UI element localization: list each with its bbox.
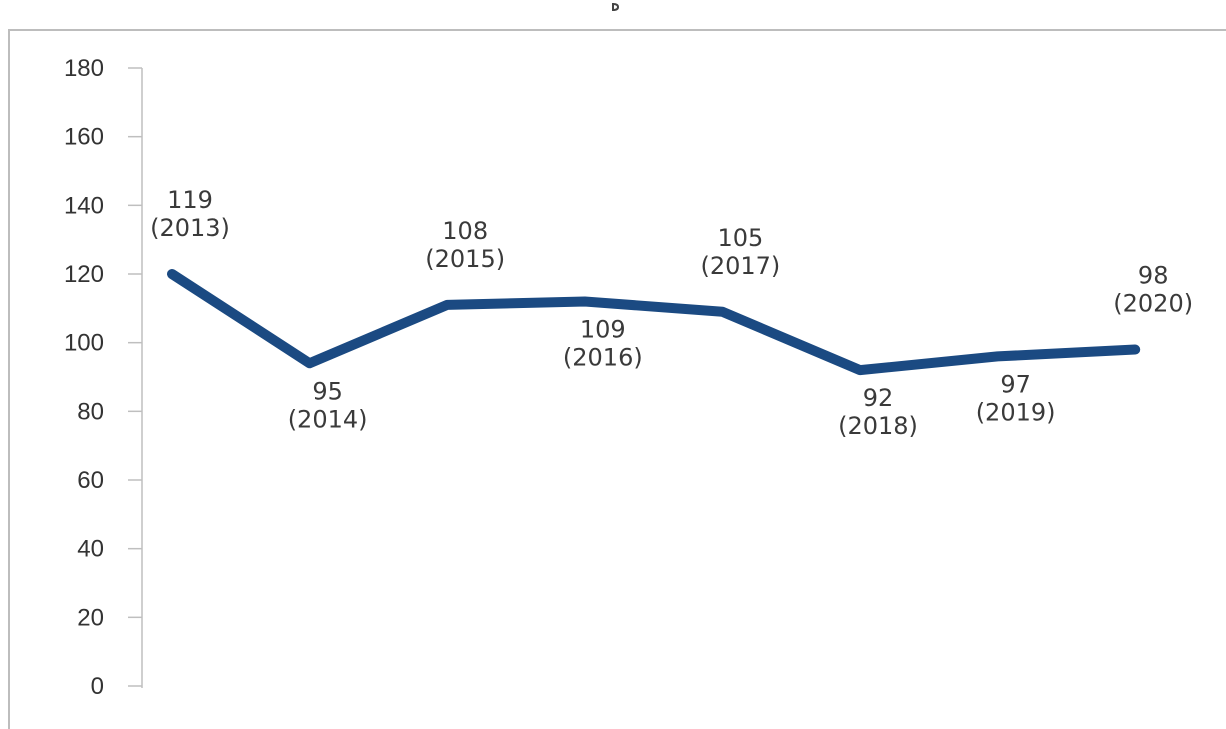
y-tick-label: 60 xyxy=(77,467,104,494)
data-label-value: 97 xyxy=(1000,370,1031,398)
data-label-year: (2017) xyxy=(700,252,780,280)
data-label-value: 105 xyxy=(717,224,763,252)
data-label-year: (2016) xyxy=(563,343,643,371)
data-label-year: (2019) xyxy=(976,398,1056,426)
y-tick-label: 0 xyxy=(91,673,104,700)
y-tick-label: 100 xyxy=(64,330,104,357)
y-axis: 0 20 40 60 80 100 120 140 160 180 xyxy=(64,55,142,700)
data-label: 95(2014) xyxy=(288,377,368,433)
y-tick-label: 160 xyxy=(64,124,104,151)
y-tick-label: 20 xyxy=(77,604,104,631)
data-label: 92(2018) xyxy=(838,384,918,440)
data-label-year: (2014) xyxy=(288,405,368,433)
y-tick-label: 120 xyxy=(64,261,104,288)
data-label-year: (2015) xyxy=(425,245,505,273)
data-label-value: 98 xyxy=(1138,262,1169,290)
data-label-value: 95 xyxy=(312,377,343,405)
data-label-year: (2020) xyxy=(1113,290,1193,318)
data-label-value: 108 xyxy=(442,217,488,245)
data-label: 98(2020) xyxy=(1113,262,1193,318)
data-label-value: 92 xyxy=(863,384,894,412)
data-label-layer: 119(2013)95(2014)108(2015)109(2016)105(2… xyxy=(150,186,1193,440)
data-label: 119(2013) xyxy=(150,186,230,242)
data-label-year: (2013) xyxy=(150,214,230,242)
data-label-value: 109 xyxy=(580,315,626,343)
series-line-layer xyxy=(172,274,1135,370)
data-label: 109(2016) xyxy=(563,315,643,371)
data-label: 108(2015) xyxy=(425,217,505,273)
series-line xyxy=(172,274,1135,370)
data-label-year: (2018) xyxy=(838,412,918,440)
y-tick-label: 40 xyxy=(77,536,104,563)
y-tick-label: 180 xyxy=(64,55,104,82)
y-tick-label: 80 xyxy=(77,398,104,425)
data-label: 105(2017) xyxy=(700,224,780,280)
data-label: 97(2019) xyxy=(976,370,1056,426)
y-tick-label: 140 xyxy=(64,192,104,219)
data-label-value: 119 xyxy=(167,186,213,214)
